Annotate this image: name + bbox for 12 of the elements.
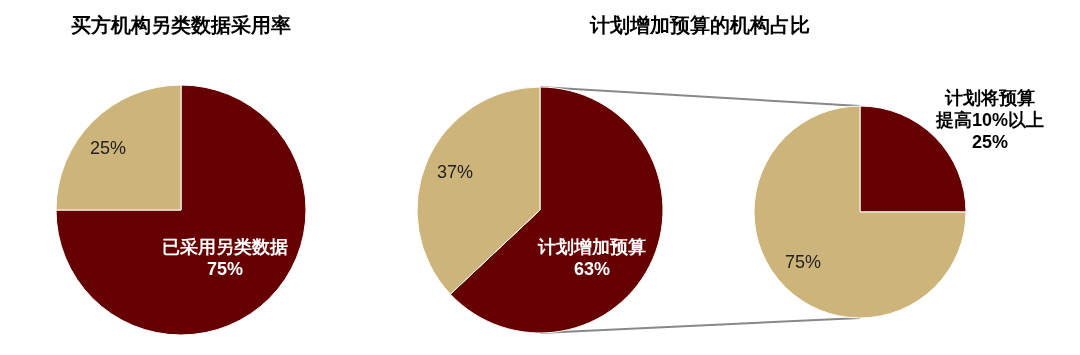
slice-label: 已采用另类数据 xyxy=(162,237,288,257)
chart-title: 计划增加预算的机构占比 xyxy=(589,14,810,36)
data-label: 75% xyxy=(784,252,822,272)
data-label: 25% xyxy=(89,138,127,158)
pie-slice xyxy=(55,84,307,336)
data-label: 25% xyxy=(971,132,1009,152)
data-label: 63% xyxy=(573,259,611,279)
chart-title: 买方机构另类数据采用率 xyxy=(71,14,291,36)
slice-label: 计划增加预算 xyxy=(537,237,646,257)
slice-label: 计划将预算提高10%以上 xyxy=(934,88,1045,130)
data-label: 37% xyxy=(436,162,474,182)
data-label: 75% xyxy=(206,259,244,279)
